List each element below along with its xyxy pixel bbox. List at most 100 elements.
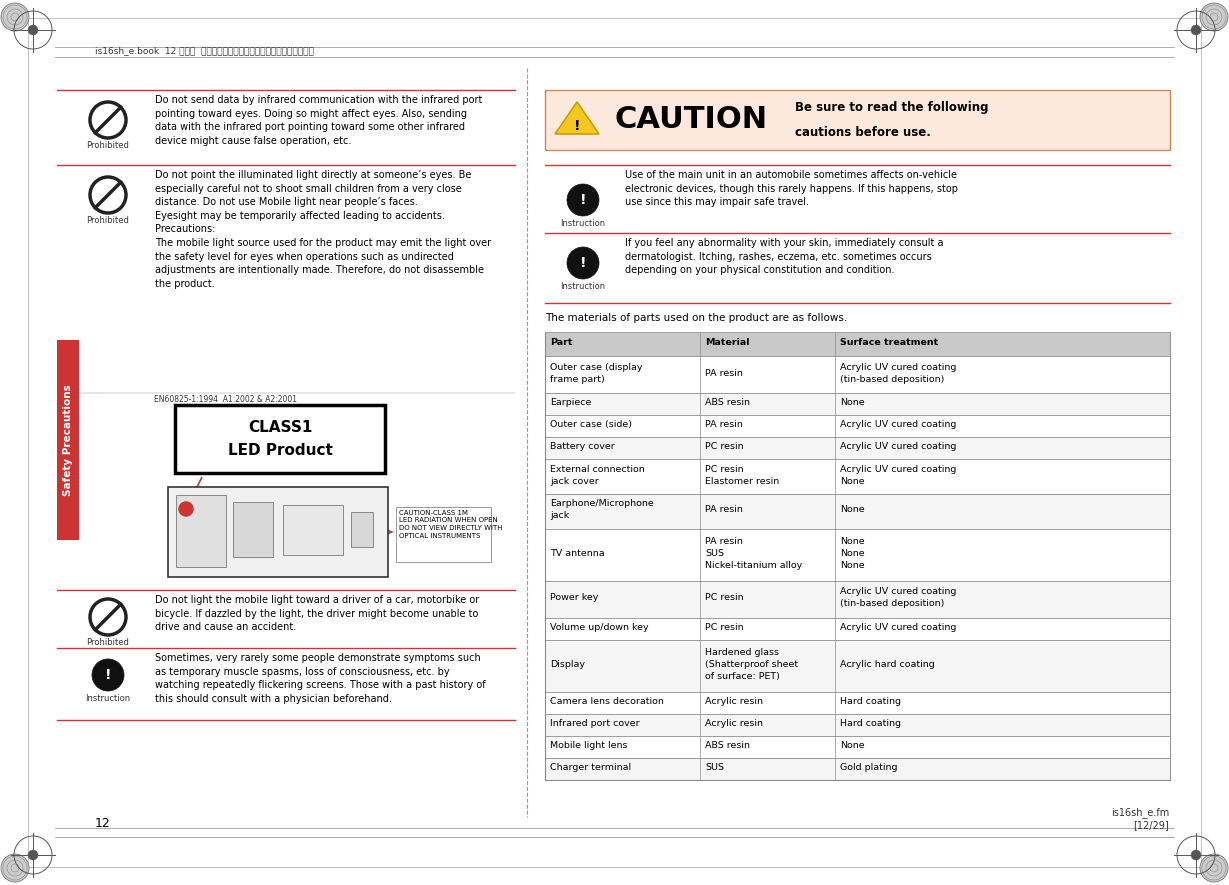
- Bar: [544, 494, 1170, 529]
- Bar: [351, 512, 372, 547]
- Text: Camera lens decoration: Camera lens decoration: [551, 697, 664, 706]
- Bar: [544, 692, 1170, 714]
- Bar: [544, 714, 1170, 736]
- Text: Nickel-titanium alloy: Nickel-titanium alloy: [705, 561, 803, 570]
- Text: None: None: [839, 741, 865, 750]
- Text: cautions before use.: cautions before use.: [795, 126, 930, 138]
- Bar: [544, 581, 1170, 618]
- Bar: [544, 332, 1170, 356]
- Text: Acrylic UV cured coating: Acrylic UV cured coating: [839, 442, 956, 451]
- Text: !: !: [580, 256, 586, 270]
- Text: Mobile light: Mobile light: [186, 459, 243, 469]
- Circle shape: [1200, 3, 1228, 31]
- Text: Sometimes, very rarely some people demonstrate symptoms such
as temporary muscle: Sometimes, very rarely some people demon…: [155, 653, 485, 704]
- Bar: [175, 405, 385, 473]
- Polygon shape: [556, 102, 599, 134]
- Text: Infrared port cover: Infrared port cover: [551, 719, 639, 728]
- Bar: [57, 340, 79, 540]
- Text: Battery cover: Battery cover: [551, 442, 614, 451]
- Text: Part: Part: [551, 338, 573, 347]
- Text: None: None: [839, 505, 865, 514]
- Bar: [544, 459, 1170, 494]
- Text: Elastomer resin: Elastomer resin: [705, 476, 779, 486]
- Bar: [544, 393, 1170, 415]
- Text: EN60825-1:1994  A1:2002 & A2:2001: EN60825-1:1994 A1:2002 & A2:2001: [154, 395, 296, 404]
- Text: Instruction: Instruction: [560, 219, 606, 228]
- Text: Instruction: Instruction: [560, 282, 606, 291]
- Text: is16sh_e.book  12 ページ  ２０１２年６月１日　金曜日　午後８時４７分: is16sh_e.book 12 ページ ２０１２年６月１日 金曜日 午後８時４…: [95, 46, 313, 55]
- Text: PA resin: PA resin: [705, 537, 742, 546]
- Circle shape: [1, 854, 29, 882]
- Circle shape: [1, 3, 29, 31]
- Text: None: None: [839, 561, 865, 570]
- Text: Gold plating: Gold plating: [839, 763, 897, 772]
- Text: Acrylic resin: Acrylic resin: [705, 697, 763, 706]
- Text: !: !: [580, 193, 586, 207]
- Text: Charger terminal: Charger terminal: [551, 763, 632, 772]
- Text: Earpiece: Earpiece: [551, 398, 591, 407]
- Circle shape: [567, 247, 599, 279]
- Text: SUS: SUS: [705, 763, 724, 772]
- Text: Prohibited: Prohibited: [86, 638, 129, 647]
- Circle shape: [28, 850, 38, 860]
- Text: (tin-based deposition): (tin-based deposition): [839, 374, 944, 383]
- Bar: [544, 618, 1170, 640]
- Text: If you feel any abnormality with your skin, immediately consult a
dermatologist.: If you feel any abnormality with your sk…: [626, 238, 944, 275]
- Text: TV antenna: TV antenna: [551, 549, 605, 558]
- Bar: [544, 90, 1170, 150]
- Text: CLASS1: CLASS1: [248, 420, 312, 435]
- Bar: [396, 507, 492, 562]
- Circle shape: [28, 25, 38, 35]
- Text: PC resin: PC resin: [705, 623, 744, 632]
- Text: Hard coating: Hard coating: [839, 719, 901, 728]
- Text: Acrylic UV cured coating: Acrylic UV cured coating: [839, 363, 956, 372]
- Text: PC resin: PC resin: [705, 465, 744, 473]
- Text: Do not point the illuminated light directly at someone’s eyes. Be
especially car: Do not point the illuminated light direc…: [155, 170, 492, 289]
- Bar: [234, 502, 273, 557]
- Circle shape: [1200, 854, 1228, 882]
- Bar: [176, 495, 226, 567]
- Text: !: !: [574, 119, 580, 133]
- Text: Prohibited: Prohibited: [86, 141, 129, 150]
- Text: Acrylic UV cured coating: Acrylic UV cured coating: [839, 588, 956, 596]
- Circle shape: [567, 184, 599, 216]
- Text: Acrylic hard coating: Acrylic hard coating: [839, 660, 935, 669]
- Text: Use of the main unit in an automobile sometimes affects on-vehicle
electronic de: Use of the main unit in an automobile so…: [626, 170, 957, 207]
- Text: CAUTION: CAUTION: [614, 105, 768, 135]
- Text: None: None: [839, 476, 865, 486]
- Circle shape: [179, 502, 193, 516]
- Text: of surface: PET): of surface: PET): [705, 672, 780, 681]
- Text: !: !: [104, 668, 112, 682]
- Circle shape: [92, 659, 124, 691]
- Text: CAUTION-CLASS 1M
LED RADIATION WHEN OPEN
DO NOT VIEW DIRECTLY WITH
OPTICAL INSTR: CAUTION-CLASS 1M LED RADIATION WHEN OPEN…: [399, 510, 503, 538]
- Text: Acrylic UV cured coating: Acrylic UV cured coating: [839, 623, 956, 632]
- Text: ABS resin: ABS resin: [705, 398, 750, 407]
- Bar: [544, 758, 1170, 780]
- Text: PA resin: PA resin: [705, 505, 742, 514]
- Text: Do not light the mobile light toward a driver of a car, motorbike or
bicycle. If: Do not light the mobile light toward a d…: [155, 595, 479, 632]
- Text: jack: jack: [551, 512, 569, 520]
- Text: The materials of parts used on the product are as follows.: The materials of parts used on the produ…: [544, 313, 847, 323]
- Text: SUS: SUS: [705, 549, 724, 558]
- Text: LED Product: LED Product: [227, 443, 332, 458]
- Text: Volume up/down key: Volume up/down key: [551, 623, 649, 632]
- Bar: [544, 640, 1170, 692]
- Bar: [544, 415, 1170, 437]
- Text: None: None: [839, 537, 865, 546]
- Text: None: None: [839, 398, 865, 407]
- Text: PA resin: PA resin: [705, 368, 742, 378]
- Text: None: None: [839, 549, 865, 558]
- Text: Power key: Power key: [551, 594, 599, 603]
- Text: Do not send data by infrared communication with the infrared port
pointing towar: Do not send data by infrared communicati…: [155, 95, 482, 146]
- Text: Earphone/Microphone: Earphone/Microphone: [551, 499, 654, 509]
- Text: ABS resin: ABS resin: [705, 741, 750, 750]
- Text: Mobile light lens: Mobile light lens: [551, 741, 628, 750]
- Bar: [283, 505, 343, 555]
- Text: Surface treatment: Surface treatment: [839, 338, 938, 347]
- Text: Acrylic UV cured coating: Acrylic UV cured coating: [839, 465, 956, 473]
- Text: Be sure to read the following: Be sure to read the following: [795, 102, 988, 114]
- Text: Display: Display: [551, 660, 585, 669]
- Bar: [544, 356, 1170, 393]
- Text: 12: 12: [95, 817, 111, 830]
- Bar: [544, 437, 1170, 459]
